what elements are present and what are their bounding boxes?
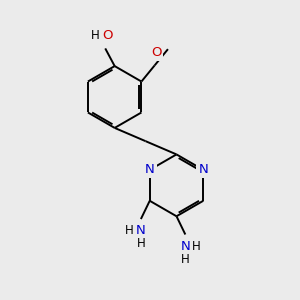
Text: N: N [181,240,190,253]
Text: H: H [181,253,190,266]
Text: O: O [102,29,113,42]
Text: H: H [125,224,134,237]
Text: H: H [192,240,201,253]
Text: N: N [145,164,154,176]
Text: H: H [136,237,145,250]
Text: O: O [151,46,161,59]
Text: H: H [91,29,99,42]
Text: N: N [136,224,146,237]
Text: N: N [198,164,208,176]
